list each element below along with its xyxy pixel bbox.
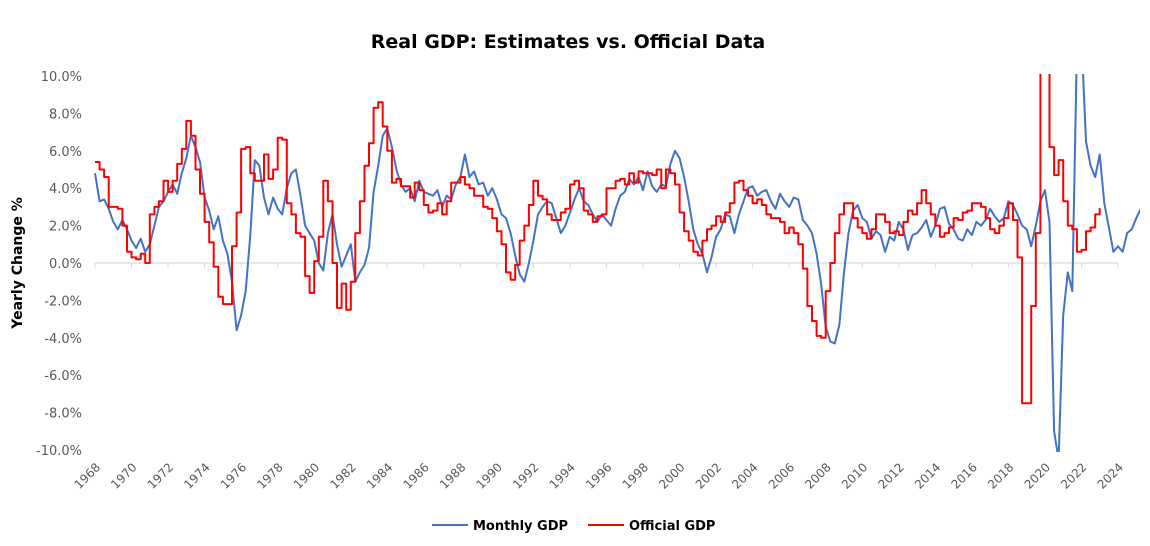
y-axis-label: Yearly Change % <box>10 197 26 330</box>
x-tick-label: 1986 <box>400 460 431 491</box>
x-tick-label: 1984 <box>364 460 395 491</box>
y-tick-label: -6.0% <box>44 369 82 384</box>
x-tick-label: 2006 <box>766 460 797 491</box>
x-tick-label: 1994 <box>547 460 578 491</box>
x-tick-label: 1992 <box>510 460 541 491</box>
x-tick-label: 2008 <box>802 460 833 491</box>
x-tick-label: 2012 <box>875 460 906 491</box>
x-tick-label: 1972 <box>145 460 176 491</box>
legend-label-official-gdp: Official GDP <box>629 519 715 534</box>
x-tick-label: 1988 <box>437 460 468 491</box>
x-tick-label: 1996 <box>583 460 614 491</box>
y-tick-label: -4.0% <box>44 332 82 347</box>
chart-title: Real GDP: Estimates vs. Official Data <box>371 31 765 53</box>
x-tick-label: 2014 <box>912 460 943 491</box>
series-line-official-gdp <box>95 74 1101 405</box>
x-tick-label: 2002 <box>693 460 724 491</box>
x-tick-label: 2020 <box>1022 460 1053 491</box>
x-tick-label: 1978 <box>254 460 285 491</box>
x-tick-label: 1980 <box>291 460 322 491</box>
x-tick-label: 2010 <box>839 460 870 491</box>
x-tick-label: 1970 <box>108 460 139 491</box>
x-tick-label: 2016 <box>948 460 979 491</box>
x-tick-label: 2004 <box>729 460 760 491</box>
x-tick-label: 2000 <box>656 460 687 491</box>
x-tick-label: 1974 <box>181 460 212 491</box>
x-tick-label: 2022 <box>1058 460 1089 491</box>
y-tick-label: 8.0% <box>49 107 82 122</box>
x-tick-label: 1998 <box>620 460 651 491</box>
y-tick-label: 6.0% <box>49 145 82 160</box>
legend: Monthly GDP Official GDP <box>432 519 715 534</box>
x-tick-label: 1982 <box>327 460 358 491</box>
y-tick-label: 2.0% <box>49 220 82 235</box>
y-axis-ticks: -10.0% -8.0% -6.0% -4.0% -2.0% 0.0% 2.0% 4.0% 6.… <box>36 70 82 459</box>
legend-label-monthly-gdp: Monthly GDP <box>473 519 568 534</box>
x-tick-label: 2024 <box>1095 460 1126 491</box>
y-tick-label: -8.0% <box>44 407 82 422</box>
x-axis <box>94 262 1119 268</box>
x-tick-label: 1968 <box>72 460 103 491</box>
y-tick-label: 4.0% <box>49 182 82 197</box>
y-tick-label: 0.0% <box>49 257 82 272</box>
x-tick-label: 2018 <box>985 460 1016 491</box>
x-axis-ticks: 1968 1970 1972 1974 1976 1978 1980 1982 1984 1986… <box>72 460 1126 491</box>
y-tick-label: -2.0% <box>44 294 82 309</box>
y-tick-label: -10.0% <box>36 444 82 459</box>
y-tick-label: 10.0% <box>41 70 82 85</box>
x-tick-label: 1976 <box>218 460 249 491</box>
x-tick-label: 1990 <box>474 460 505 491</box>
series-layer <box>94 74 1140 452</box>
series-line-monthly-gdp <box>94 74 1140 452</box>
